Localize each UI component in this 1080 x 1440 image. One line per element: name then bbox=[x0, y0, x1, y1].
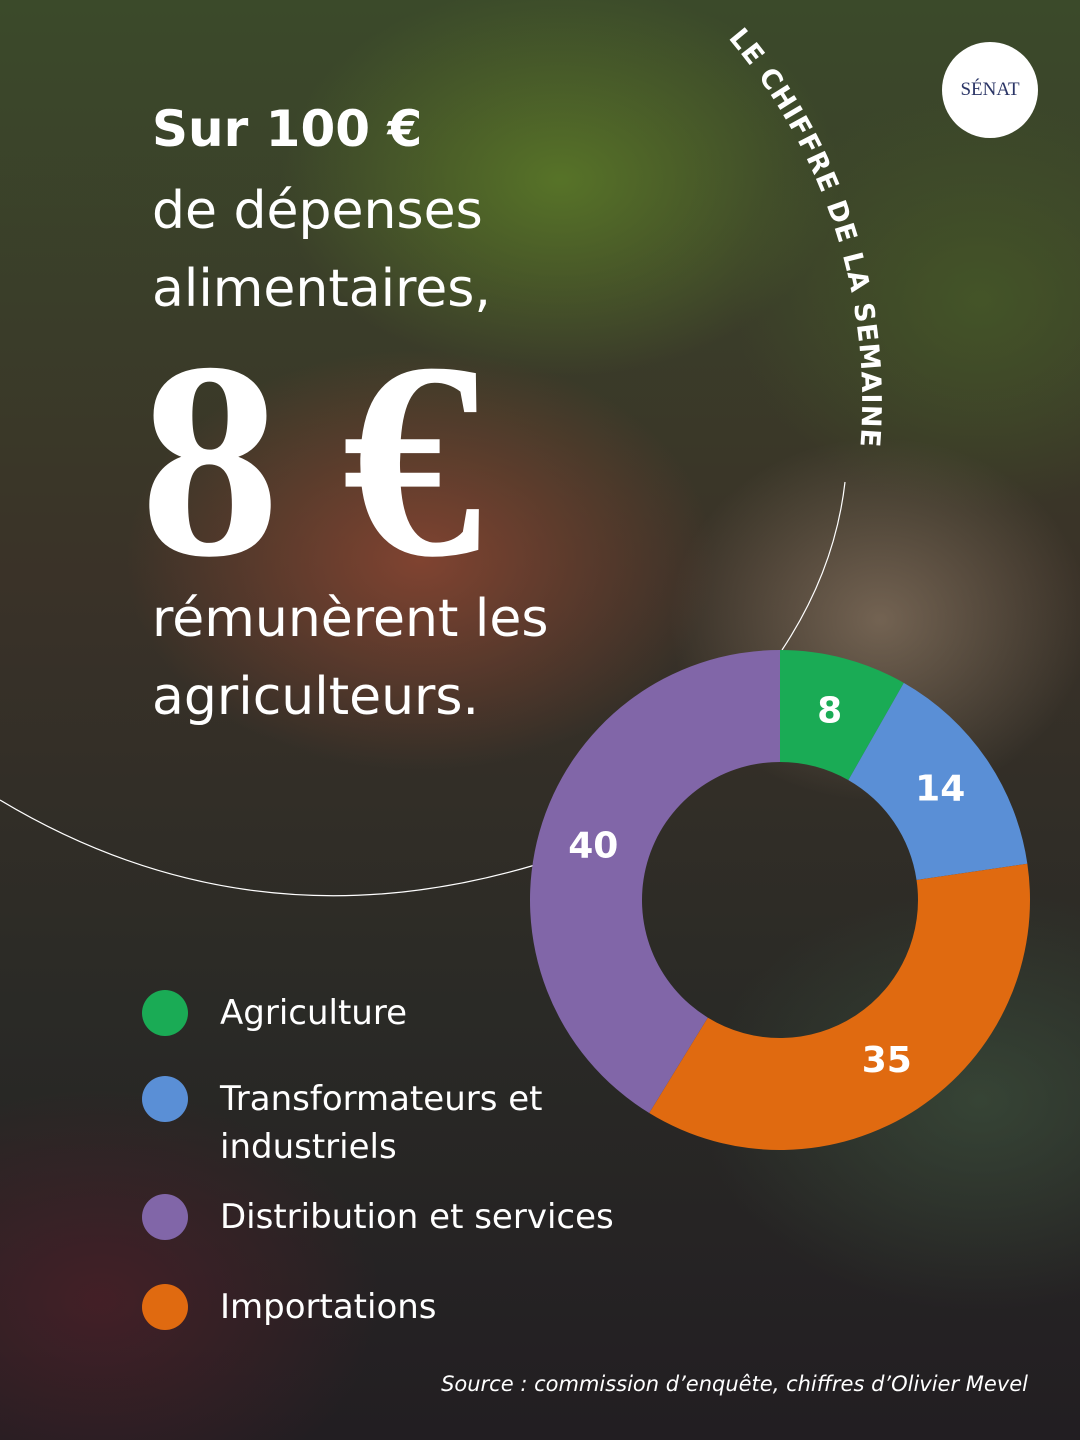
data-label: 8 bbox=[817, 690, 842, 731]
highlight: 8 € bbox=[140, 304, 482, 615]
legend-label: Agriculture bbox=[220, 993, 407, 1033]
tagline: LE CHIFFRE DE LA SEMAINE bbox=[723, 23, 887, 450]
data-label: 40 bbox=[568, 825, 618, 866]
legend-item: Agriculture bbox=[142, 990, 407, 1037]
decor-arc bbox=[0, 799, 536, 897]
legend-swatch bbox=[142, 990, 188, 1036]
title: Sur 100 € bbox=[152, 100, 423, 158]
title: de dépenses bbox=[152, 181, 483, 241]
subtitle: agriculteurs. bbox=[152, 667, 480, 727]
legend-item: Transformateurs et industriels bbox=[142, 1076, 640, 1171]
decor-arc bbox=[781, 481, 846, 651]
source: Source : commission d’enquête, chiffres … bbox=[441, 1372, 1028, 1396]
data-label: 14 bbox=[915, 769, 965, 810]
legend-label: Distribution et services bbox=[220, 1197, 614, 1237]
donut-segment bbox=[848, 682, 1028, 880]
donut-segment bbox=[529, 650, 780, 1114]
legend-swatch bbox=[142, 1076, 188, 1122]
legend-item: Importations bbox=[142, 1284, 437, 1331]
legend-label: Importations bbox=[220, 1287, 437, 1327]
donut-segment bbox=[780, 650, 904, 781]
donut-segment bbox=[649, 863, 1030, 1150]
legend-swatch bbox=[142, 1284, 188, 1330]
legend-item: Distribution et services bbox=[142, 1194, 614, 1241]
subtitle: rémunèrent les bbox=[152, 589, 549, 649]
data-label: 35 bbox=[862, 1040, 912, 1081]
legend-swatch bbox=[142, 1194, 188, 1240]
tagline-path: LE CHIFFRE DE LA SEMAINE bbox=[723, 23, 886, 450]
title: alimentaires, bbox=[152, 259, 491, 319]
logo: SÉNAT bbox=[942, 42, 1038, 138]
legend-label: Transformateurs et industriels bbox=[220, 1079, 543, 1167]
